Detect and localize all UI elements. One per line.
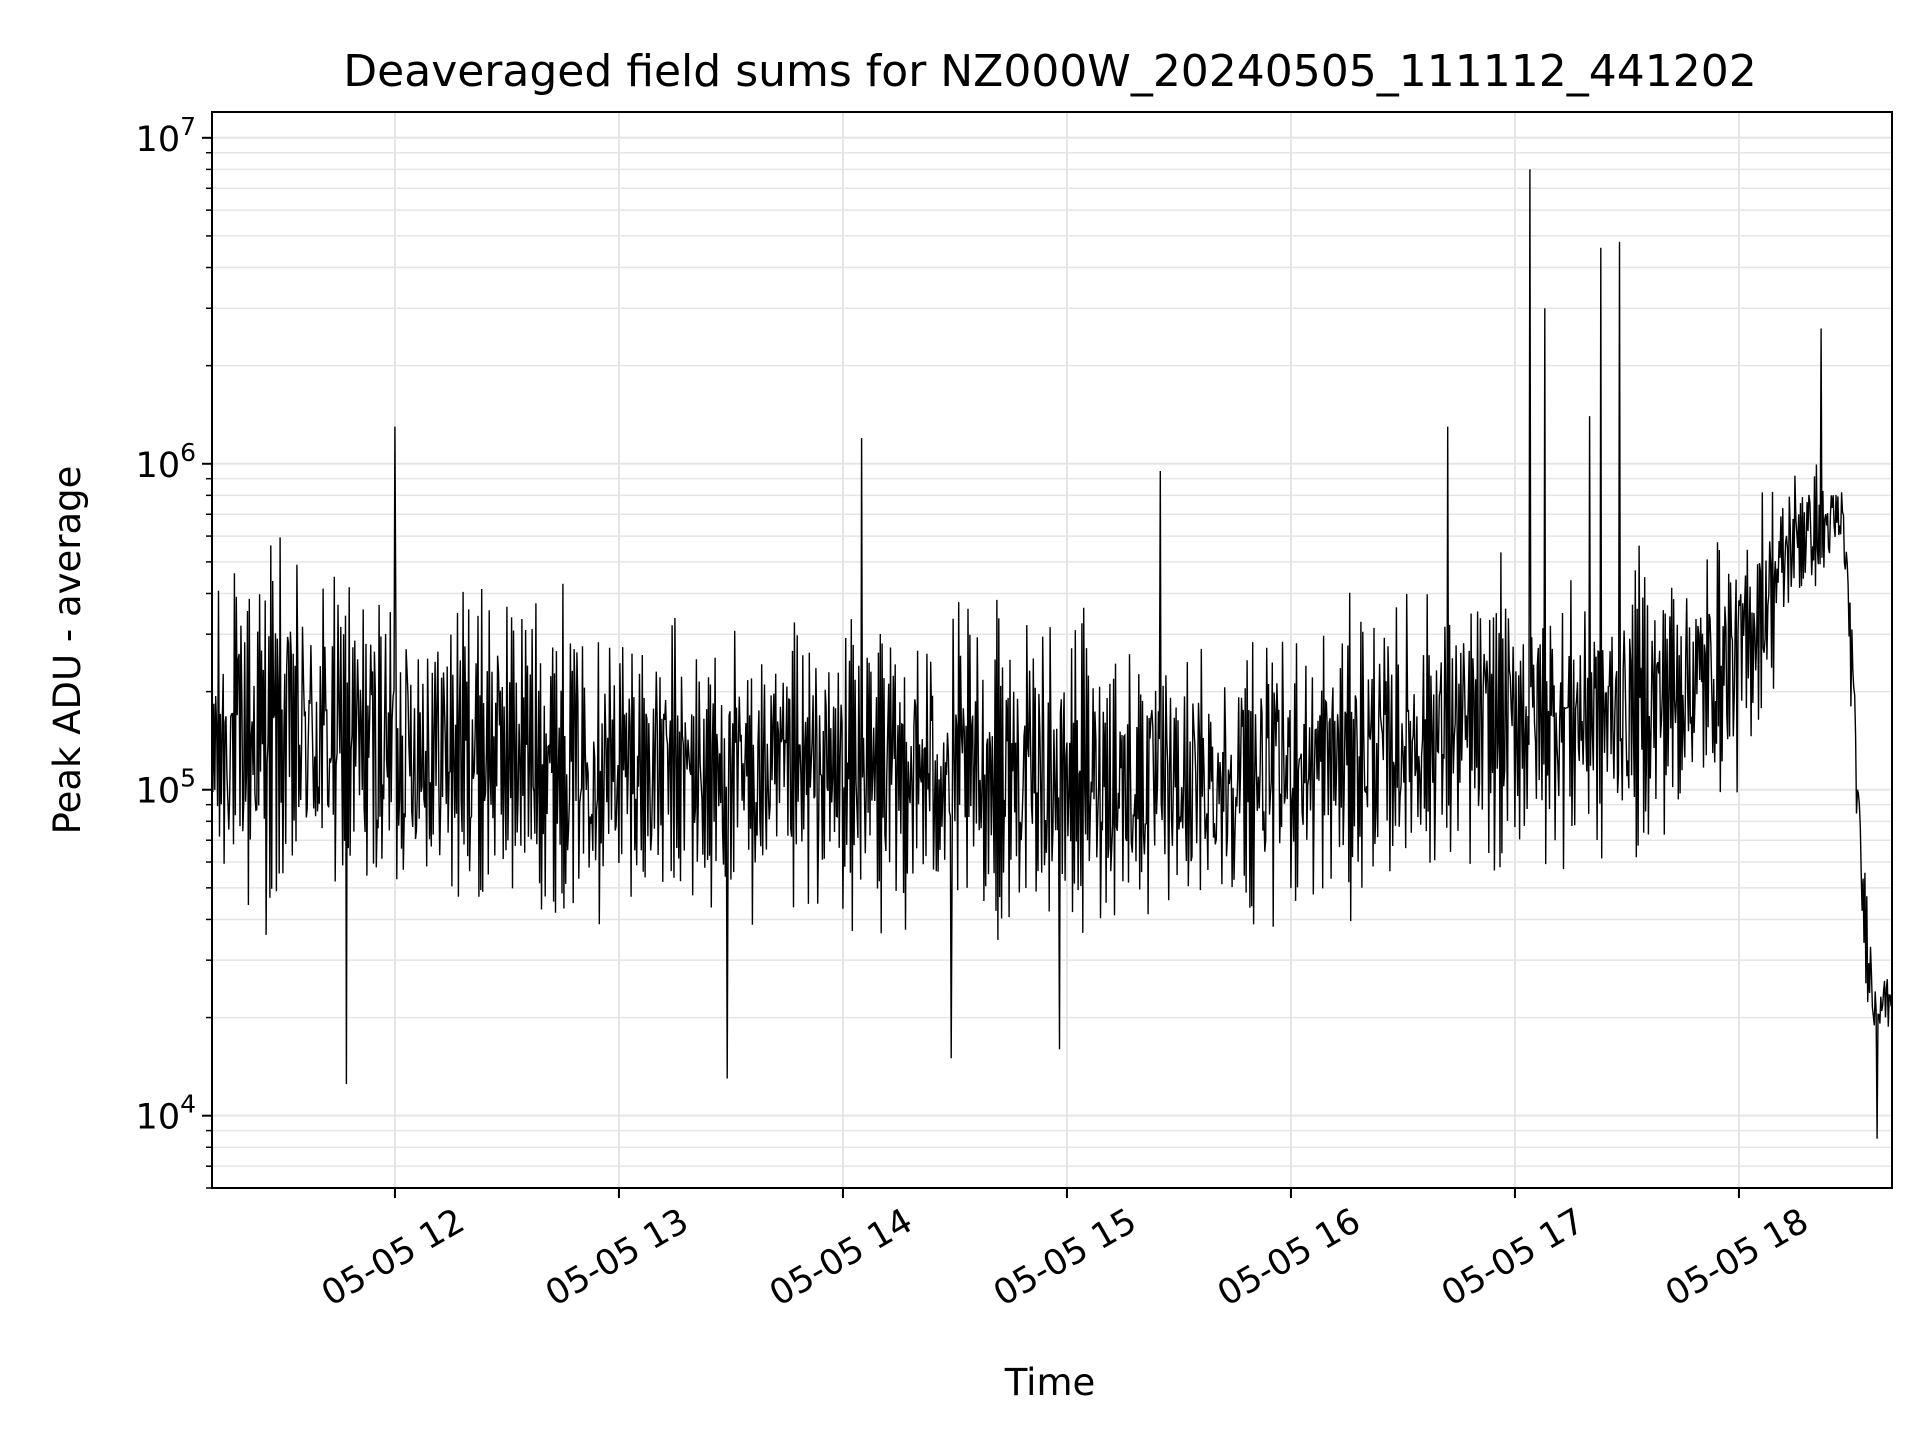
y-axis-ticks: 104 105 106 107 bbox=[136, 112, 212, 1189]
y-axis-label: Peak ADU - average bbox=[46, 466, 89, 835]
y-tick-label: 107 bbox=[136, 112, 196, 160]
series-line bbox=[211, 169, 1893, 1139]
y-tick-label: 105 bbox=[136, 764, 196, 812]
plot-area bbox=[211, 169, 1893, 1139]
y-tick-label: 106 bbox=[136, 438, 196, 486]
chart-title: Deaveraged field sums for NZ000W_2024050… bbox=[343, 46, 1756, 97]
axes-frame bbox=[211, 111, 1893, 1189]
y-tick-label: 104 bbox=[136, 1090, 196, 1138]
x-axis-label: Time bbox=[1004, 1361, 1096, 1404]
